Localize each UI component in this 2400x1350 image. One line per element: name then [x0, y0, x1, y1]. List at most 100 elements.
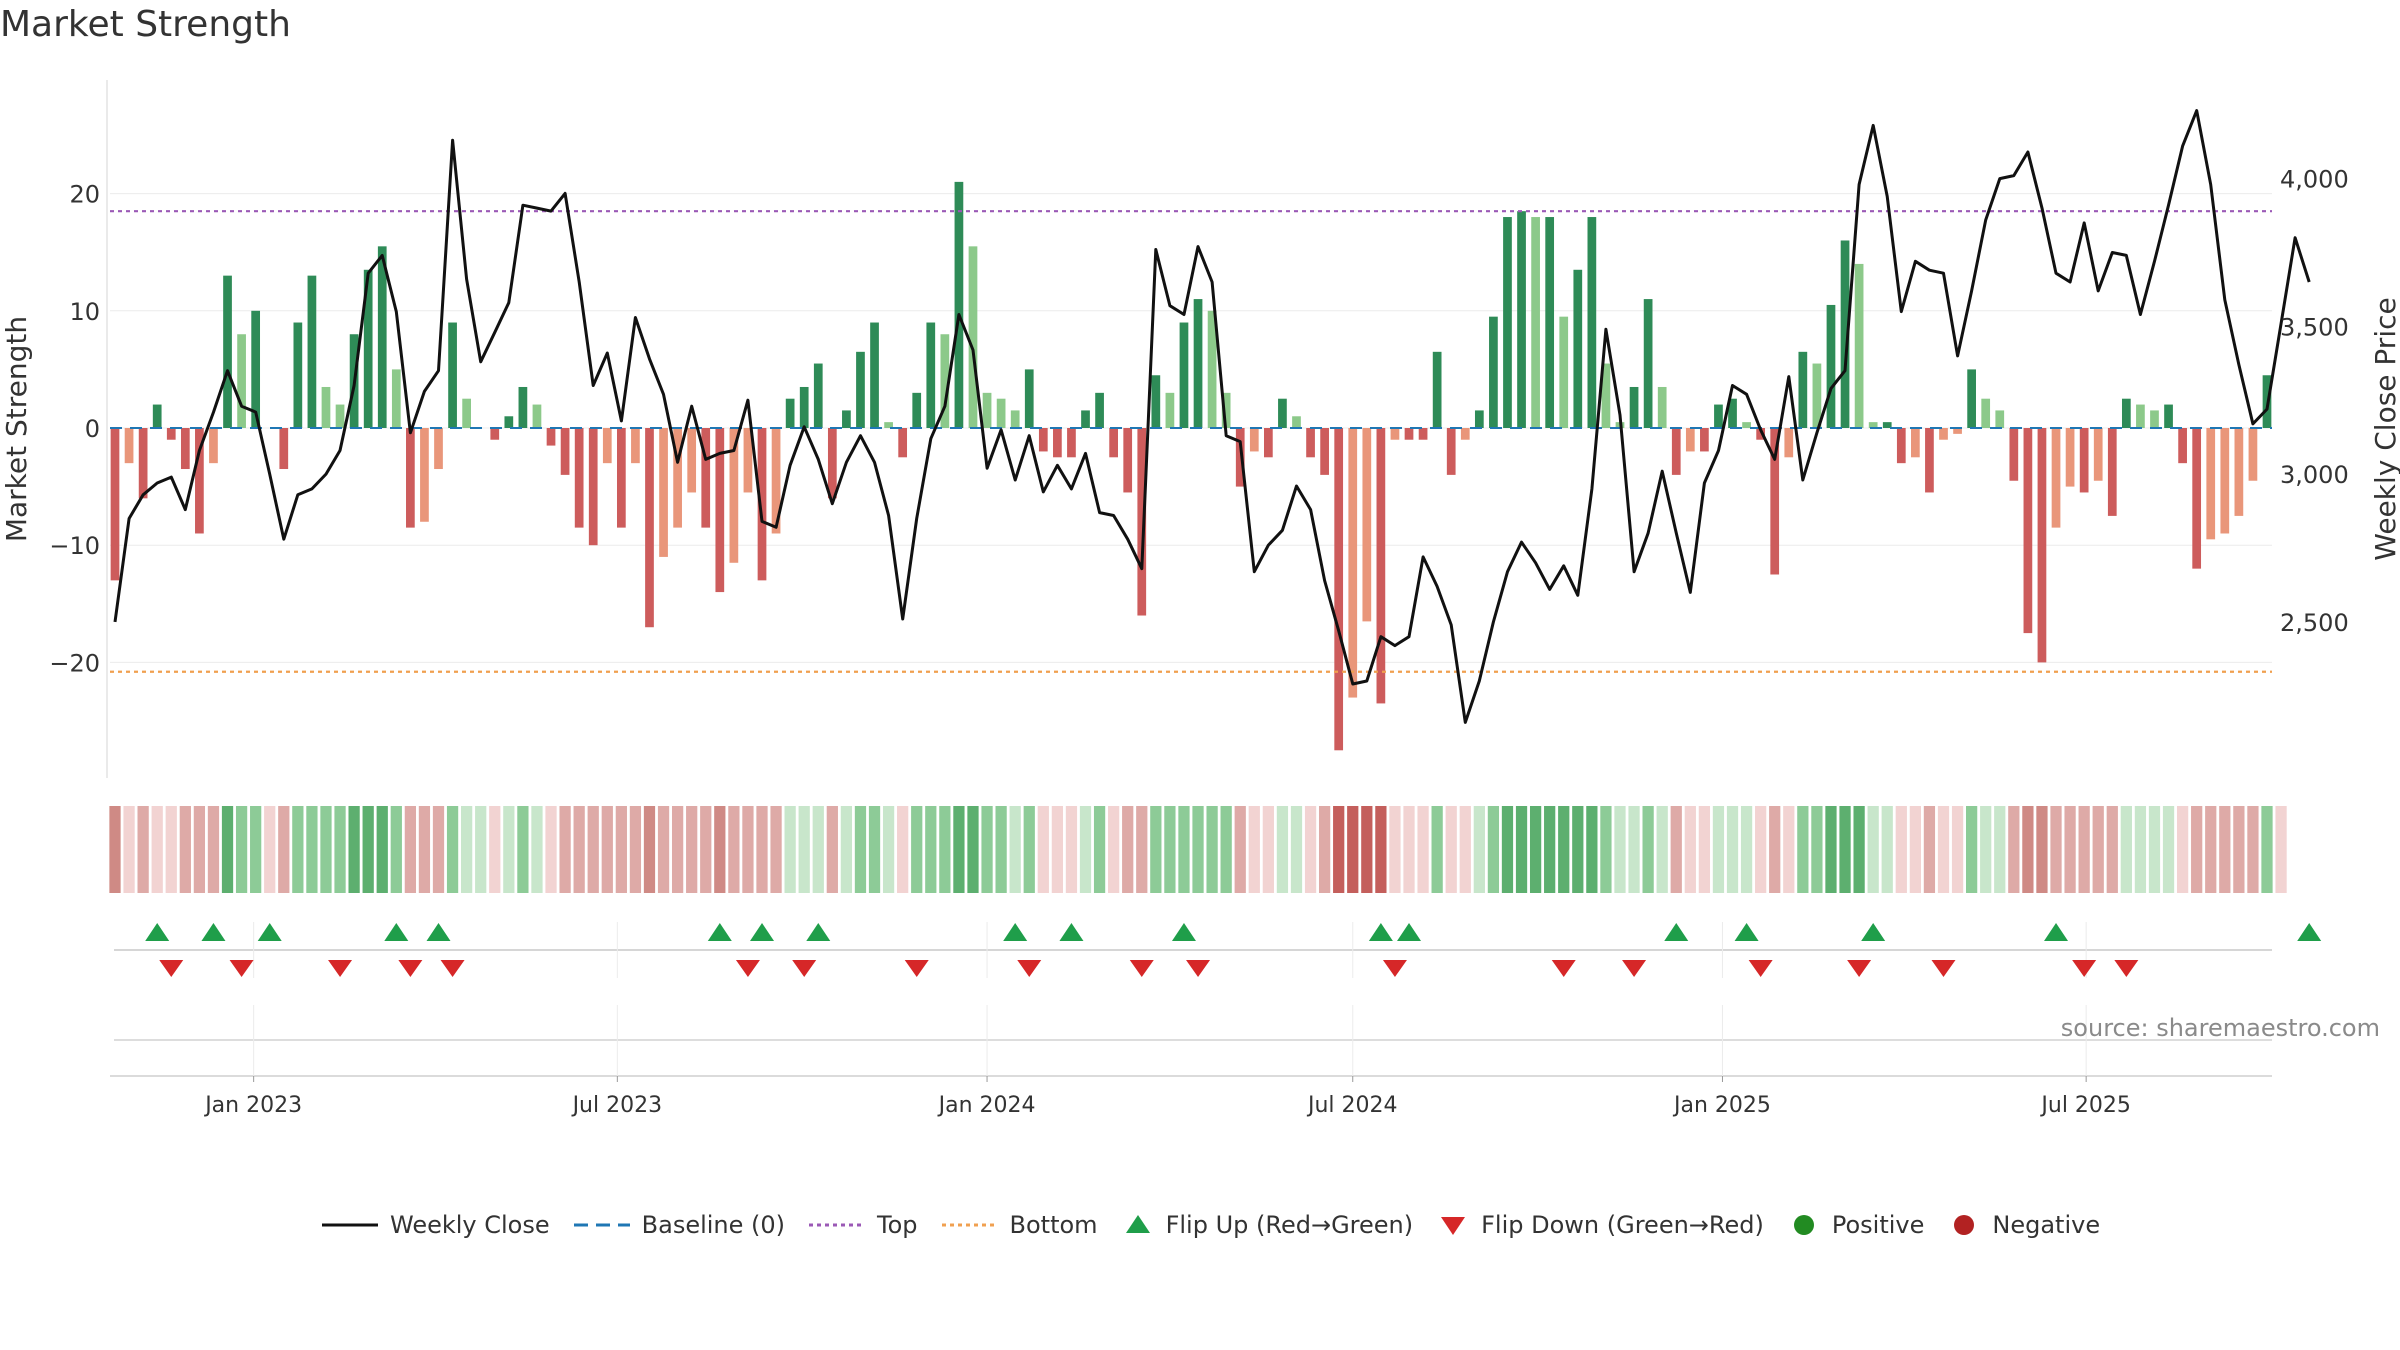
legend-top[interactable]: Top	[807, 1211, 918, 1239]
strength-bar	[2206, 428, 2216, 540]
strength-bar	[434, 428, 443, 470]
legend-dot-swatch-top	[807, 1212, 867, 1238]
strength-bar	[448, 322, 457, 428]
strength-band-cell	[1951, 806, 1964, 893]
strength-bar	[2150, 410, 2159, 428]
legend-negative-label: Negative	[1992, 1211, 2101, 1239]
strength-band-cell	[250, 806, 262, 893]
strength-bar	[870, 322, 879, 428]
strength-bar	[954, 181, 964, 428]
strength-bar	[2234, 428, 2244, 516]
weekly-close-layer	[113, 109, 2311, 724]
strength-bar	[659, 428, 668, 557]
strength-band-cell	[1023, 806, 1035, 893]
strength-bar	[1193, 299, 1203, 428]
strength-band-cell	[1600, 806, 1612, 893]
flip-up-marker	[1664, 923, 1689, 941]
strength-bar	[588, 428, 598, 546]
strength-band-cell	[573, 806, 585, 893]
strength-band-cell	[2275, 806, 2287, 893]
strength-band-cell	[1656, 806, 1668, 893]
strength-band-cell	[1586, 806, 1598, 893]
legend-positive[interactable]: Positive	[1786, 1211, 1924, 1239]
legend-flip-up[interactable]: Flip Up (Red→Green)	[1120, 1211, 1414, 1239]
x-tick-label: Jan 2024	[937, 1093, 1036, 1118]
strength-bar	[1517, 211, 1526, 428]
strength-bar	[279, 428, 289, 470]
strength-band-cell	[784, 806, 796, 893]
strength-band-cell	[151, 806, 163, 893]
legend-weekly-close[interactable]: Weekly Close	[320, 1211, 550, 1239]
y-tick-label: −10	[49, 532, 100, 560]
strength-band-cell	[221, 806, 234, 893]
strength-band-cell	[461, 806, 473, 893]
strength-bar	[898, 428, 908, 458]
strength-band-cell	[1473, 806, 1485, 893]
strength-band-cell	[1684, 806, 1696, 893]
strength-bar	[701, 428, 711, 528]
strength-bar	[1728, 398, 1737, 428]
strength-band-cell	[1093, 806, 1106, 893]
strength-band-cell	[376, 806, 388, 893]
strength-band-cell	[1529, 806, 1542, 893]
strength-bar	[1798, 351, 1808, 428]
chart-title: Market Strength	[0, 4, 291, 45]
strength-band-cell	[1108, 806, 1120, 893]
strength-bar	[391, 369, 401, 428]
strength-bar	[813, 363, 823, 428]
strength-band-cell	[1290, 806, 1303, 893]
strength-band-cell	[1403, 806, 1415, 893]
strength-bar	[912, 392, 922, 428]
strength-bar	[2037, 428, 2047, 663]
flip-up-marker	[1861, 923, 1886, 941]
strength-bar	[2136, 404, 2145, 428]
strength-band-cell	[1333, 806, 1345, 893]
strength-band-cell	[2092, 806, 2104, 893]
legend-flip-down[interactable]: Flip Down (Green→Red)	[1435, 1211, 1764, 1239]
strength-band-cell	[897, 806, 909, 893]
strength-bar	[1967, 369, 1976, 428]
legend-flip-up-label: Flip Up (Red→Green)	[1165, 1211, 1414, 1239]
strength-band-cell	[615, 806, 627, 893]
strength-bar	[1348, 428, 1358, 698]
strength-band-cell	[629, 806, 642, 893]
circle-green-icon	[1786, 1212, 1822, 1238]
strength-bar	[1953, 428, 1962, 434]
strength-band-cell	[2022, 806, 2034, 893]
strength-band-cell	[1755, 806, 1767, 893]
legend-bottom[interactable]: Bottom	[940, 1211, 1098, 1239]
strength-band-cell	[1375, 806, 1387, 893]
strength-band-cell	[953, 806, 965, 893]
strength-bar	[1826, 304, 1836, 428]
flip-markers	[114, 922, 2322, 978]
strength-band-cell	[601, 806, 613, 893]
strength-bar	[926, 322, 936, 428]
strength-band-cell	[1389, 806, 1401, 893]
strength-band-cell	[2247, 806, 2259, 893]
strength-bar	[1010, 410, 1020, 428]
legend-baseline[interactable]: Baseline (0)	[572, 1211, 785, 1239]
strength-bar	[1685, 428, 1695, 452]
legend-dot-swatch-bottom	[940, 1212, 1000, 1238]
strength-bar	[1981, 398, 1991, 428]
strength-bar	[166, 428, 176, 440]
strength-bar	[1207, 310, 1217, 428]
strength-bar	[799, 386, 809, 428]
strength-bar	[124, 428, 134, 464]
x-tick-label: Jan 2025	[1672, 1093, 1771, 1118]
strength-band-cell	[1051, 806, 1064, 893]
strength-bar	[546, 428, 556, 446]
strength-band-cell	[981, 806, 993, 893]
strength-band-cell	[1501, 806, 1514, 893]
strength-band-cell	[432, 806, 445, 893]
strength-band-cell	[1811, 806, 1823, 893]
strength-bar	[1756, 428, 1766, 440]
strength-band-cell	[1459, 806, 1471, 893]
strength-band-cell	[517, 806, 529, 893]
strength-band-cell	[2064, 806, 2076, 893]
strength-bar	[518, 386, 528, 428]
flip-down-marker	[904, 960, 929, 977]
legend-negative[interactable]: Negative	[1946, 1211, 2100, 1239]
strength-bar	[687, 428, 697, 493]
strength-band-cell	[812, 806, 824, 893]
